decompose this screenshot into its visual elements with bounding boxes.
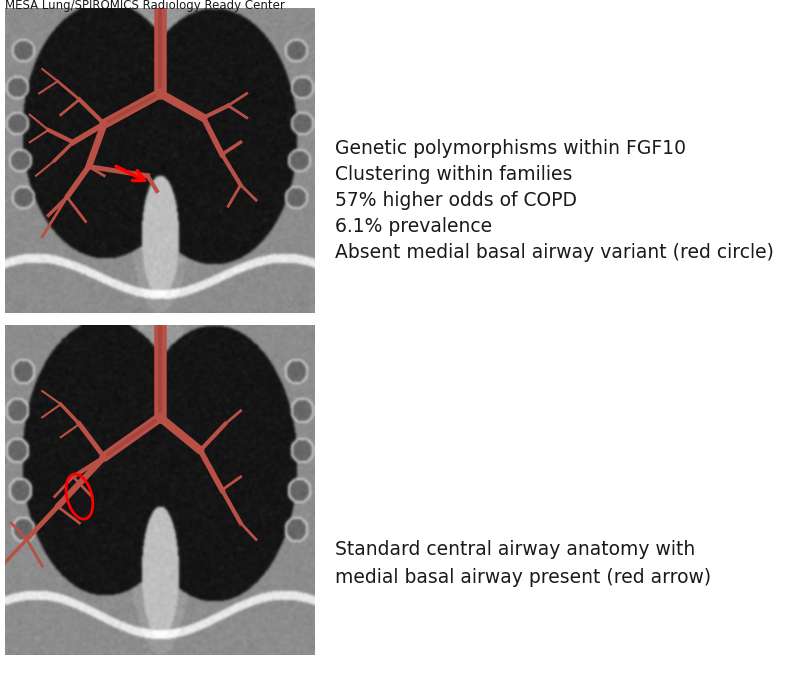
Text: 6.1% prevalence: 6.1% prevalence (335, 217, 492, 236)
Text: Standard central airway anatomy with
medial basal airway present (red arrow): Standard central airway anatomy with med… (335, 539, 711, 587)
Text: 57% higher odds of COPD: 57% higher odds of COPD (335, 191, 577, 210)
Text: Absent medial basal airway variant (red circle): Absent medial basal airway variant (red … (335, 243, 774, 262)
Text: Images courtesy of Eric A. Hoffman, University of Iowa
MESA Lung/SPIROMICS Radio: Images courtesy of Eric A. Hoffman, Univ… (5, 0, 326, 12)
Text: Clustering within families: Clustering within families (335, 165, 572, 184)
Text: Genetic polymorphisms within FGF10: Genetic polymorphisms within FGF10 (335, 139, 686, 158)
